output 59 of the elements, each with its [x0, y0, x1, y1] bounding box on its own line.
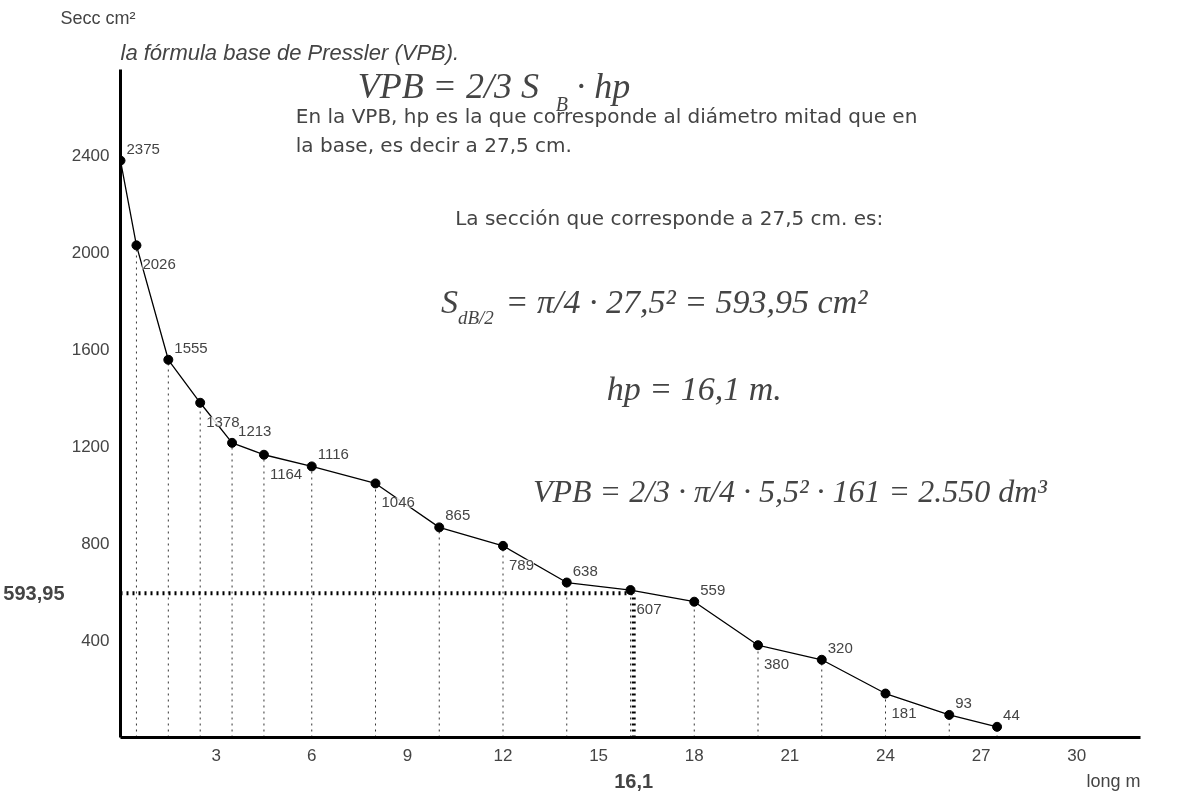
- annotation: La sección que corresponde a 27,5 cm. es:: [455, 205, 884, 230]
- x-tick-label: 6: [307, 745, 317, 765]
- point: [625, 585, 636, 596]
- point: [880, 688, 891, 699]
- data-label: 1213: [238, 421, 272, 439]
- x-tick-label: 24: [876, 745, 895, 765]
- data-label: 44: [1003, 705, 1020, 723]
- annotation: hp = 16,1 m.: [606, 370, 782, 408]
- point: [753, 640, 763, 651]
- data-label: 638: [572, 561, 598, 579]
- point: [131, 240, 142, 251]
- data-label: 1164: [269, 464, 303, 482]
- point: [434, 522, 445, 533]
- y-tick-label: 400: [81, 631, 110, 651]
- point: [689, 596, 700, 607]
- point: [306, 461, 317, 472]
- data-label: 607: [636, 600, 662, 618]
- chart-title: la fórmula base de Pressler (VPB).: [120, 39, 460, 65]
- data-label: 865: [445, 506, 471, 524]
- point: [498, 540, 508, 551]
- data-label: 789: [509, 555, 535, 573]
- data-label: 1378: [206, 412, 240, 430]
- y-tick-label: 800: [81, 534, 110, 554]
- x-axis-title: long m: [1086, 770, 1141, 791]
- x-tick-label: 3: [211, 745, 221, 765]
- x-tick-label: 12: [493, 745, 513, 765]
- data-label: 2375: [126, 139, 160, 157]
- point: [195, 397, 206, 408]
- point: [992, 721, 1003, 732]
- point: [944, 709, 955, 720]
- point: [163, 354, 174, 365]
- y-axis-title: Secc cm²: [60, 7, 136, 28]
- ref-line-label: 593,95: [3, 582, 65, 605]
- x-tick-label: 18: [684, 745, 704, 765]
- data-label: 181: [891, 703, 917, 721]
- data-label: 1116: [317, 445, 349, 463]
- x-tick-label: 30: [1067, 745, 1087, 765]
- y-tick-label: 2000: [71, 242, 110, 262]
- point: [561, 577, 572, 588]
- data-label: 93: [955, 693, 972, 711]
- data-label: 559: [700, 580, 726, 598]
- point: [227, 437, 238, 448]
- point: [258, 449, 269, 460]
- annotation: VPB = 2/3 · π/4 · 5,5² · 161 = 2.550 dm³: [532, 473, 1048, 510]
- y-tick-label: 2400: [71, 145, 110, 165]
- x-tick-label: 15: [589, 745, 609, 765]
- ref-line-label: 16,1: [614, 769, 654, 792]
- point: [816, 654, 827, 665]
- x-tick-label: 9: [402, 745, 413, 765]
- x-tick-label: 21: [780, 745, 800, 765]
- data-label: 1046: [381, 493, 415, 511]
- y-tick-label: 1600: [71, 339, 110, 359]
- point: [370, 478, 381, 489]
- data-label: 380: [764, 655, 790, 673]
- x-tick-label: 27: [971, 745, 991, 765]
- data-label: 320: [827, 638, 853, 656]
- data-label: 1555: [174, 338, 208, 356]
- y-tick-label: 1200: [71, 437, 110, 457]
- data-label: 2026: [142, 255, 176, 273]
